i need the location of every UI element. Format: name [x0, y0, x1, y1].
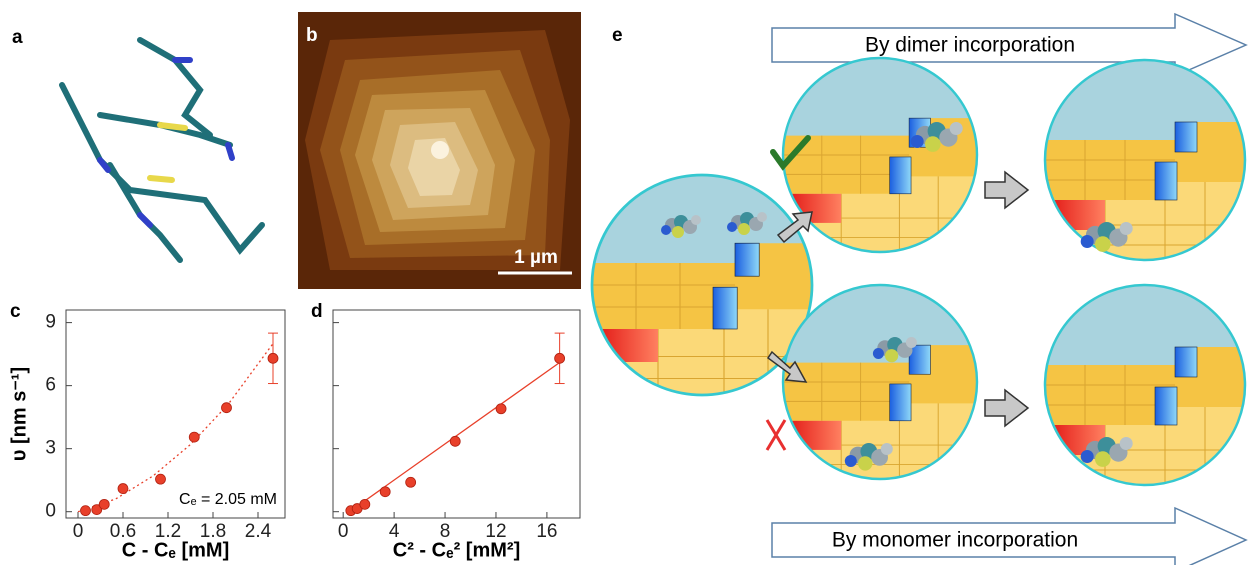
data-point [379, 486, 391, 498]
data-point [98, 498, 110, 510]
plot-frame [65, 309, 286, 519]
check-mark [770, 135, 811, 171]
data-point [267, 352, 279, 364]
scene [783, 58, 977, 252]
data-point [554, 352, 566, 364]
data-point [221, 402, 232, 414]
panel-label: e [612, 25, 623, 46]
arrow-label: By monomer incorporation [832, 529, 1078, 552]
panel-label: d [311, 301, 323, 322]
x-tick-label: 0.6 [110, 521, 136, 542]
data-point [495, 403, 507, 415]
cross-mark [765, 419, 787, 451]
data-point [117, 483, 129, 494]
molecule [59, 37, 265, 263]
x-tick-label: 0 [73, 521, 84, 542]
scene [1045, 60, 1245, 260]
y-tick-label: 6 [45, 375, 56, 396]
x-tick-label: 1.8 [200, 521, 226, 542]
fit-line [77, 343, 274, 513]
step-arrows [766, 170, 1030, 428]
scene [1045, 285, 1245, 485]
x-axis-label: C² - Cₑ² [mM²] [393, 539, 520, 561]
data-point [405, 476, 417, 488]
x-tick-label: 0 [338, 521, 349, 542]
plot-frame [332, 309, 581, 519]
data-point [91, 504, 103, 515]
data-point [449, 435, 461, 447]
panel-label: c [10, 301, 21, 322]
annotation: Cₑ = 2.05 mM [179, 491, 277, 508]
data-point [155, 473, 166, 485]
x-tick-label: 4 [389, 521, 400, 542]
data-point [80, 505, 91, 517]
x-tick-label: 12 [485, 521, 506, 542]
x-tick-label: 2.4 [245, 521, 272, 542]
y-tick-label: 3 [45, 438, 56, 459]
x-tick-label: 8 [440, 521, 451, 542]
arrow-label: By dimer incorporation [865, 34, 1075, 57]
data-point [188, 431, 200, 443]
x-tick-label: 1.2 [155, 521, 181, 542]
afm-image [298, 12, 581, 289]
x-tick-label: 16 [536, 521, 557, 542]
y-tick-label: 9 [45, 312, 56, 333]
y-axis-label: υ [nm s⁻¹] [8, 367, 30, 461]
scale-bar-label: 1 µm [514, 247, 558, 268]
arrow [771, 506, 1248, 565]
y-tick-label: 0 [45, 501, 56, 522]
panel-label: b [306, 25, 318, 46]
x-axis-label: C - Cₑ [mM] [122, 539, 230, 561]
panel-label: a [12, 27, 23, 48]
data-point [359, 498, 371, 510]
